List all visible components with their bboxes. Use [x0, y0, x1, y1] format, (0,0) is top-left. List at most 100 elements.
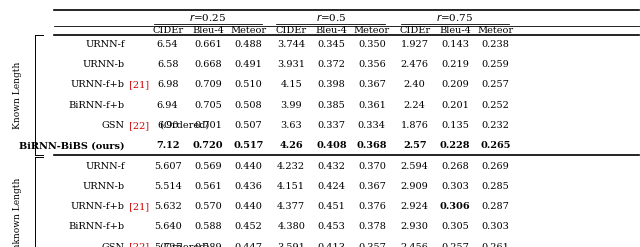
Text: 4.151: 4.151: [277, 182, 305, 191]
Text: [22]: [22]: [126, 121, 149, 130]
Text: URNN-f+b: URNN-f+b: [71, 202, 125, 211]
Text: 0.219: 0.219: [441, 60, 469, 69]
Text: 0.238: 0.238: [481, 40, 509, 49]
Text: URNN-b: URNN-b: [83, 182, 125, 191]
Text: CIDEr: CIDEr: [399, 26, 430, 35]
Text: CIDEr: CIDEr: [276, 26, 307, 35]
Text: $r$=0.5: $r$=0.5: [316, 12, 347, 23]
Text: 0.143: 0.143: [441, 40, 469, 49]
Text: 0.350: 0.350: [358, 40, 386, 49]
Text: 0.378: 0.378: [358, 223, 386, 231]
Text: Meteor: Meteor: [477, 26, 513, 35]
Text: $r$=0.75: $r$=0.75: [436, 12, 474, 23]
Text: 5.514: 5.514: [154, 182, 182, 191]
Text: 0.337: 0.337: [317, 121, 346, 130]
Text: 0.209: 0.209: [441, 81, 469, 89]
Text: Known Length: Known Length: [13, 62, 22, 129]
Text: Unknown Length: Unknown Length: [13, 177, 22, 247]
Text: 4.380: 4.380: [277, 223, 305, 231]
Text: BiRNN-f+b: BiRNN-f+b: [68, 101, 125, 110]
Text: 0.376: 0.376: [358, 202, 386, 211]
Text: 0.440: 0.440: [234, 202, 262, 211]
Text: CIDEr: CIDEr: [152, 26, 183, 35]
Text: 2.476: 2.476: [401, 60, 429, 69]
Text: 0.287: 0.287: [481, 202, 509, 211]
Text: 0.257: 0.257: [481, 81, 509, 89]
Text: 0.507: 0.507: [234, 121, 262, 130]
Text: 0.268: 0.268: [441, 162, 469, 171]
Text: 0.436: 0.436: [234, 182, 262, 191]
Text: 3.744: 3.744: [277, 40, 305, 49]
Text: 6.58: 6.58: [157, 60, 179, 69]
Text: URNN-f: URNN-f: [85, 40, 125, 49]
Text: Bleu-4: Bleu-4: [192, 26, 224, 35]
Text: 2.40: 2.40: [404, 81, 426, 89]
Text: 0.408: 0.408: [316, 141, 347, 150]
Text: [22]: [22]: [126, 243, 149, 247]
Text: 0.252: 0.252: [481, 101, 509, 110]
Text: 0.452: 0.452: [234, 223, 262, 231]
Text: 2.24: 2.24: [404, 101, 426, 110]
Text: 1.876: 1.876: [401, 121, 429, 130]
Text: 0.201: 0.201: [441, 101, 469, 110]
Text: Bleu-4: Bleu-4: [316, 26, 348, 35]
Text: 0.517: 0.517: [233, 141, 264, 150]
Text: (Ordered): (Ordered): [157, 243, 209, 247]
Text: 7.12: 7.12: [156, 141, 179, 150]
Text: 0.661: 0.661: [194, 40, 222, 49]
Text: 0.303: 0.303: [441, 182, 469, 191]
Text: URNN-b: URNN-b: [83, 60, 125, 69]
Text: 5.640: 5.640: [154, 223, 182, 231]
Text: 4.377: 4.377: [277, 202, 305, 211]
Text: 0.491: 0.491: [234, 60, 262, 69]
Text: 0.705: 0.705: [194, 101, 222, 110]
Text: 0.488: 0.488: [234, 40, 262, 49]
Text: 6.98: 6.98: [157, 81, 179, 89]
Text: Meteor: Meteor: [230, 26, 266, 35]
Text: 0.306: 0.306: [440, 202, 470, 211]
Text: 0.345: 0.345: [317, 40, 346, 49]
Text: [21]: [21]: [126, 81, 149, 89]
Text: 0.367: 0.367: [358, 182, 386, 191]
Text: 0.232: 0.232: [481, 121, 509, 130]
Text: 0.510: 0.510: [234, 81, 262, 89]
Text: 0.589: 0.589: [194, 243, 222, 247]
Text: 0.453: 0.453: [317, 223, 346, 231]
Text: 0.668: 0.668: [194, 60, 222, 69]
Text: 3.99: 3.99: [280, 101, 302, 110]
Text: 0.372: 0.372: [317, 60, 346, 69]
Text: 0.357: 0.357: [358, 243, 386, 247]
Text: 0.432: 0.432: [317, 162, 346, 171]
Text: 0.720: 0.720: [193, 141, 223, 150]
Text: $r$=0.25: $r$=0.25: [189, 12, 227, 23]
Text: 3.63: 3.63: [280, 121, 302, 130]
Text: 0.709: 0.709: [194, 81, 222, 89]
Text: BiRNN-f+b: BiRNN-f+b: [68, 223, 125, 231]
Text: 0.701: 0.701: [194, 121, 222, 130]
Text: 5.632: 5.632: [154, 202, 182, 211]
Text: 0.303: 0.303: [481, 223, 509, 231]
Text: 2.909: 2.909: [401, 182, 429, 191]
Text: URNN-f: URNN-f: [85, 162, 125, 171]
Text: 0.367: 0.367: [358, 81, 386, 89]
Text: 2.57: 2.57: [403, 141, 426, 150]
Text: 0.569: 0.569: [194, 162, 222, 171]
Text: 0.285: 0.285: [481, 182, 509, 191]
Text: 0.561: 0.561: [194, 182, 222, 191]
Text: 3.931: 3.931: [277, 60, 305, 69]
Text: 4.26: 4.26: [280, 141, 303, 150]
Text: 2.456: 2.456: [401, 243, 429, 247]
Text: 3.591: 3.591: [277, 243, 305, 247]
Text: BiRNN-BiBS (ours): BiRNN-BiBS (ours): [19, 141, 125, 150]
Text: URNN-f+b: URNN-f+b: [71, 81, 125, 89]
Text: 0.305: 0.305: [441, 223, 469, 231]
Text: 0.440: 0.440: [234, 162, 262, 171]
Text: 0.570: 0.570: [194, 202, 222, 211]
Text: 2.924: 2.924: [401, 202, 429, 211]
Text: (Ordered): (Ordered): [157, 121, 209, 130]
Text: GSN: GSN: [102, 121, 125, 130]
Text: 6.54: 6.54: [157, 40, 179, 49]
Text: 5.607: 5.607: [154, 162, 182, 171]
Text: 6.94: 6.94: [157, 101, 179, 110]
Text: 0.398: 0.398: [317, 81, 346, 89]
